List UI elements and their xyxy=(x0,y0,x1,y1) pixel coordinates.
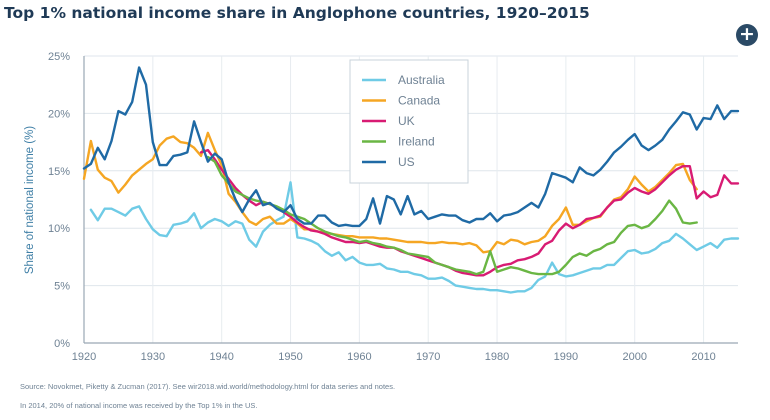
chart-legend: Australia Canada UK Ireland US xyxy=(349,59,469,184)
x-tick-label: 1920 xyxy=(72,351,96,363)
x-tick-label: 1960 xyxy=(347,351,371,363)
x-tick-label: 1990 xyxy=(554,351,578,363)
series-line-australia xyxy=(89,181,740,294)
legend-label: UK xyxy=(398,114,415,128)
y-axis-label: Share of national income (%) xyxy=(24,126,36,274)
y-tick-label: 10% xyxy=(48,223,70,235)
y-axis: 0% 5% 10% 15% 20% 25% xyxy=(48,51,85,350)
x-axis: 1920 1930 1940 1950 1960 1970 1980 1990 2000 2010 xyxy=(72,342,738,363)
x-tick-label: 1930 xyxy=(141,351,165,363)
legend-label: Canada xyxy=(398,94,440,108)
y-tick-label: 15% xyxy=(48,166,70,178)
x-tick-label: 1940 xyxy=(209,351,233,363)
source-note: Source: Novokmet, Piketty & Zucman (2017… xyxy=(20,382,396,391)
x-tick-label: 2010 xyxy=(691,351,715,363)
footnote: In 2014, 20% of national income was rece… xyxy=(20,401,258,410)
x-tick-label: 2000 xyxy=(622,351,646,363)
y-tick-label: 0% xyxy=(54,338,70,350)
series-line-uk xyxy=(199,148,740,277)
line-chart: 1920 1930 1940 1950 1960 1970 1980 1990 2000 2010… xyxy=(24,51,740,363)
chart-title: Top 1% national income share in Anglopho… xyxy=(4,4,590,22)
series-line-ireland xyxy=(206,155,698,276)
legend-label: Australia xyxy=(398,73,445,87)
series-lines xyxy=(82,66,740,294)
legend-label: US xyxy=(398,155,415,169)
y-tick-label: 25% xyxy=(48,51,70,63)
x-tick-label: 1970 xyxy=(416,351,440,363)
y-tick-label: 20% xyxy=(48,108,70,120)
series-line-us xyxy=(82,66,740,228)
legend-label: Ireland xyxy=(398,135,435,149)
y-tick-label: 5% xyxy=(54,281,70,293)
plus-circle-icon[interactable]: + xyxy=(736,24,758,46)
x-tick-label: 1980 xyxy=(485,351,509,363)
x-tick-label: 1950 xyxy=(278,351,302,363)
